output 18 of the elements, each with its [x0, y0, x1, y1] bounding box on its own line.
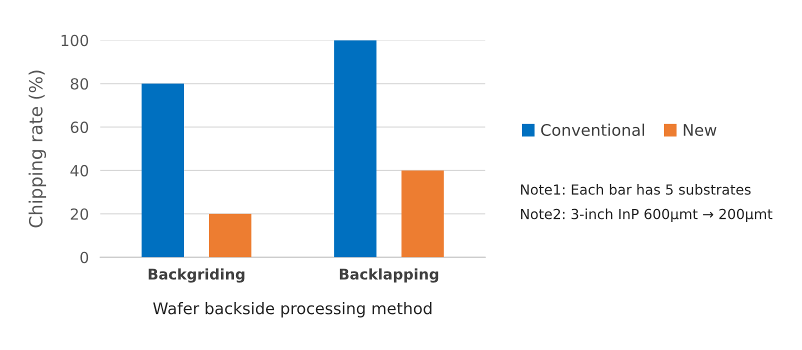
- legend-label: New: [684, 124, 716, 136]
- y-tick-label: 60: [70, 122, 88, 134]
- y-tick-label: 100: [62, 34, 88, 46]
- y-tick-label: 80: [70, 78, 88, 90]
- x-tick-label: Backlapping: [340, 268, 438, 283]
- y-axis-title: Chipping rate (%): [28, 70, 46, 228]
- bar: [142, 84, 184, 258]
- x-axis-title: Wafer backside processing method: [153, 302, 432, 318]
- y-tick-label: 40: [70, 164, 88, 176]
- bar: [334, 40, 376, 258]
- x-tick-label: Backgriding: [148, 268, 244, 283]
- y-tick-label: 20: [70, 208, 88, 220]
- text: Note1: Each bar has 5 substrates: [521, 184, 751, 195]
- bar: [401, 170, 444, 258]
- bar: [209, 214, 252, 258]
- legend-label: Conventional: [541, 124, 644, 136]
- text: Note2: 3-inch InP 600μmt → 200μmt: [521, 208, 772, 222]
- y-tick-label: 0: [80, 252, 88, 264]
